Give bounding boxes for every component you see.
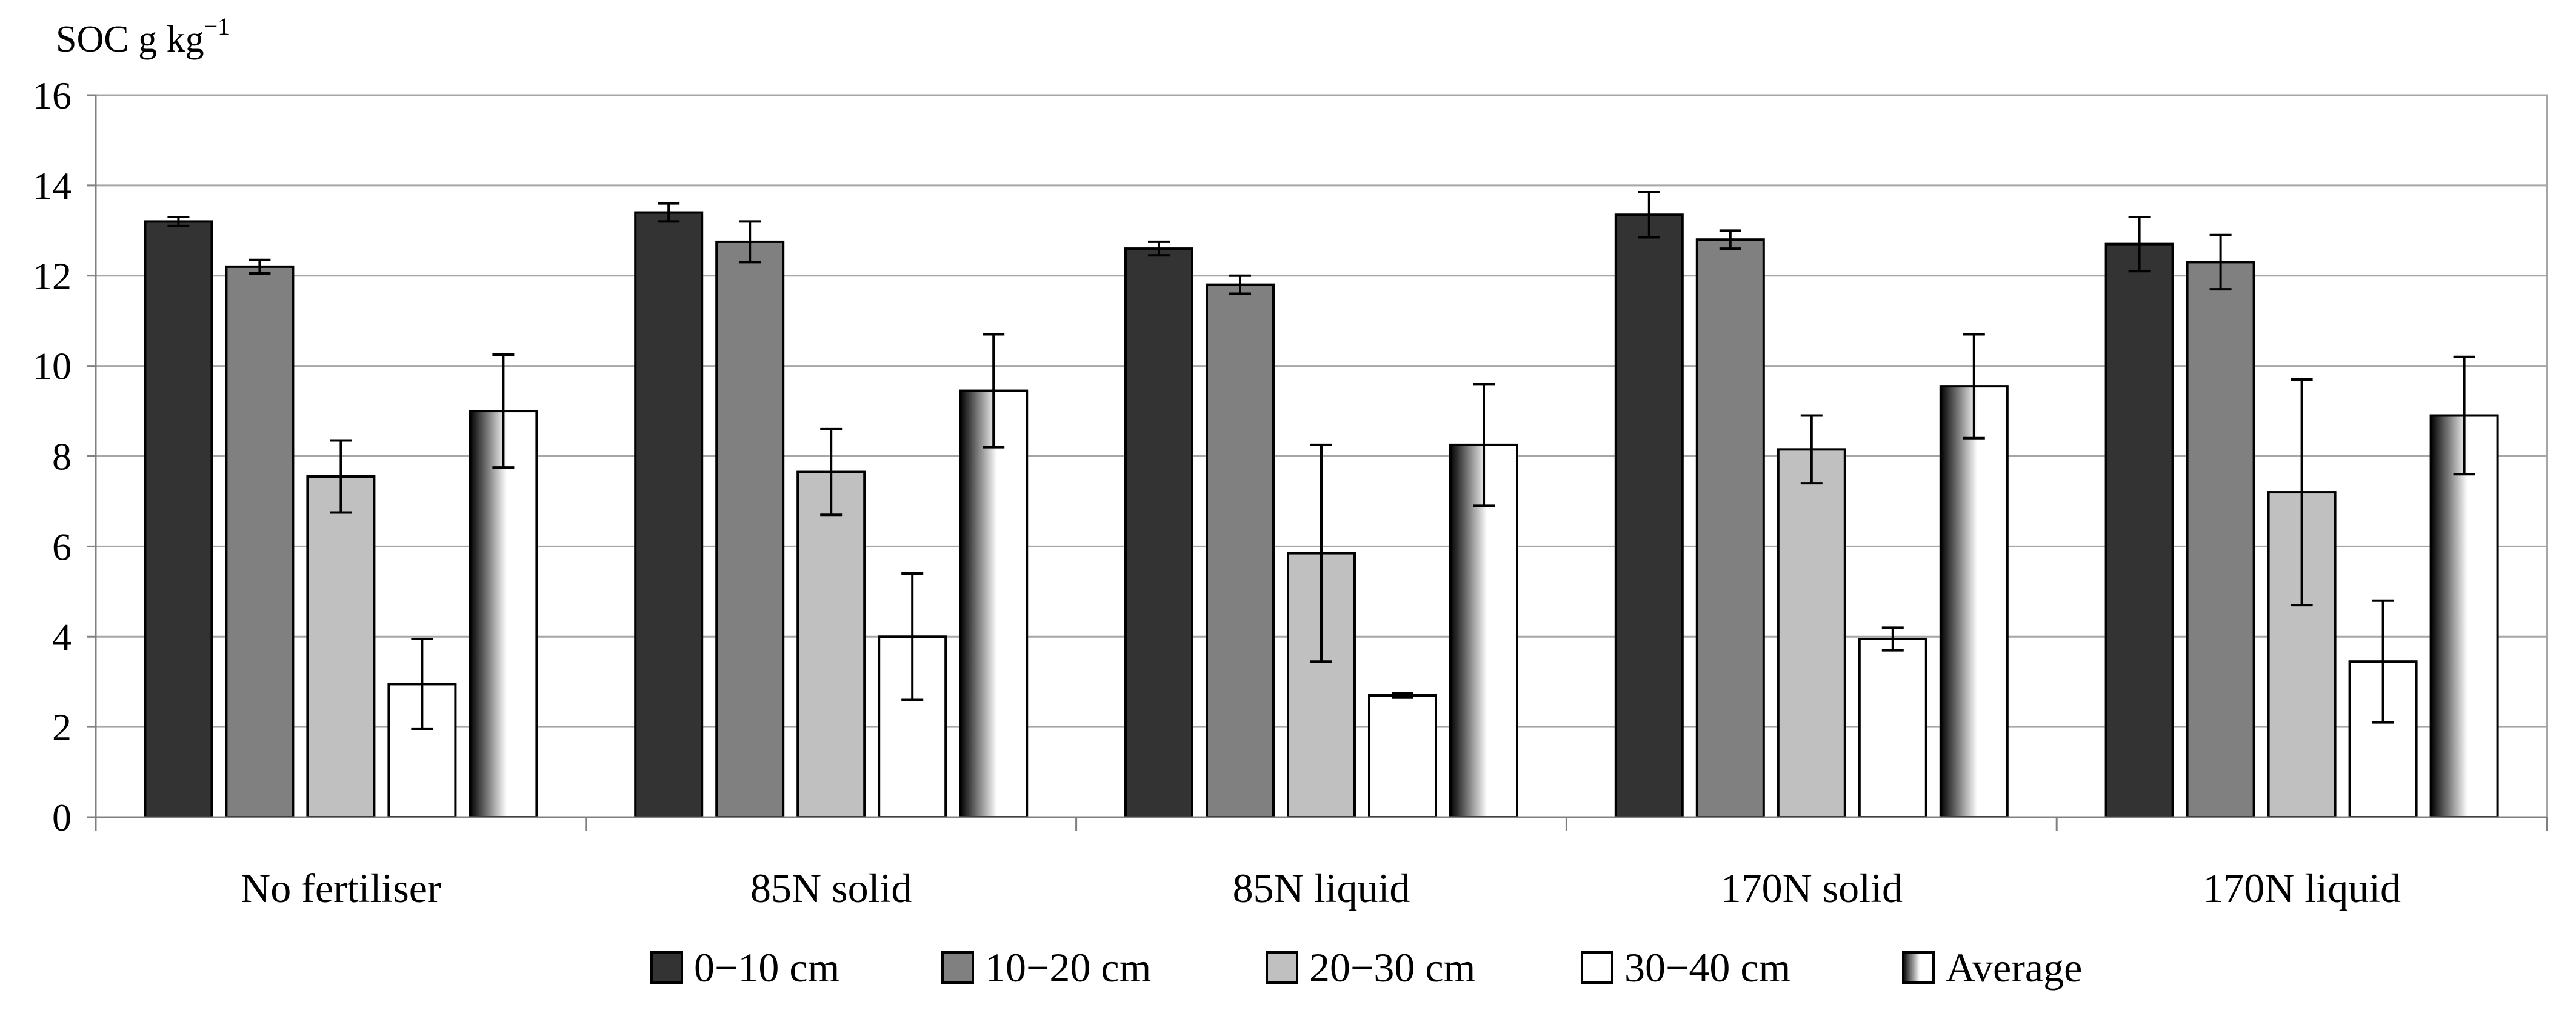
bar-4-category-4 [1858,637,1927,819]
error-bar [1800,414,1823,485]
bar-2-category-5 [2186,261,2255,818]
y-tick-label: 4 [52,615,72,658]
bar-4-category-3 [1368,694,1437,819]
error-bar [1229,274,1251,295]
bar-1-category-2 [634,211,704,819]
error-bar [820,427,843,517]
legend-label: 10−20 cm [985,944,1151,991]
y-tick-labels: 0 2 4 6 8 10 12 14 16 [33,74,72,839]
category-label: 170N solid [1721,865,1903,911]
legend-swatch [1266,951,1298,984]
y-tick-label: 2 [52,706,72,749]
bar-2-category-2 [715,240,785,818]
legend-item: Average [1902,944,2082,991]
error-bar [2128,215,2151,273]
error-bar [1638,191,1660,239]
error-bar [2453,355,2475,476]
legend-swatch [1581,951,1613,984]
bar-3-category-1 [306,475,376,818]
legend-item: 0−10 cm [650,944,839,991]
error-bar [1310,443,1332,663]
error-bar [739,220,761,264]
legend-swatch [1902,951,1935,984]
category-label: 85N liquid [1233,865,1410,911]
error-bar [2372,599,2394,724]
y-axis-label: SOC g kg [56,19,204,60]
category-label: 85N solid [750,865,912,911]
legend-swatch [650,951,683,984]
error-bar [1963,333,1985,440]
bar-5-category-2 [959,389,1029,818]
error-bar [1148,240,1170,257]
error-bar [492,353,515,469]
y-tick-label: 16 [33,74,72,117]
error-bar [330,439,352,514]
error-bar [411,637,433,730]
error-bars [167,191,2475,730]
bar-5-category-1 [469,410,538,818]
y-axis-title: SOC g kg−1 [56,13,230,60]
category-labels: No fertiliser 85N solid 85N liquid 170N sol… [241,865,2401,911]
svg-text:SOC g kg−1: SOC g kg−1 [56,13,230,60]
bar-5-category-5 [2429,414,2499,818]
bar-1-category-3 [1124,247,1193,818]
error-bar [167,215,190,227]
legend-label: Average [1946,944,2082,991]
error-bar [1473,383,1495,507]
error-bar [901,572,924,701]
legend-item: 20−30 cm [1266,944,1475,991]
error-bar [1719,229,1741,250]
bar-3-category-2 [796,470,866,818]
bar-2-category-3 [1206,283,1275,818]
y-tick-label: 6 [52,525,72,568]
y-axis-label-superscript: −1 [204,13,230,40]
legend-label: 30−40 cm [1624,944,1790,991]
error-bar [2291,378,2313,607]
y-tick-label: 8 [52,435,72,478]
bars [144,211,2499,819]
legend-swatch [941,951,974,984]
bar-1-category-4 [1614,213,1684,818]
category-label: 170N liquid [2203,865,2401,911]
legend: 0−10 cm 10−20 cm 20−30 cm 30−40 cm Average [650,944,2082,991]
error-bar [983,333,1005,449]
bar-1-category-1 [144,220,213,818]
y-tick-label: 12 [33,255,72,298]
legend-label: 0−10 cm [694,944,839,991]
error-bar [1881,626,1904,652]
error-bar [249,258,271,275]
bar-5-category-4 [1939,385,2009,818]
category-label: No fertiliser [241,865,441,911]
axes [87,94,2548,831]
error-bar [1392,692,1413,699]
legend-item: 10−20 cm [941,944,1151,991]
bar-1-category-5 [2104,242,2174,818]
y-tick-label: 0 [52,796,72,839]
bar-2-category-4 [1695,238,1765,818]
error-bar [2209,233,2232,291]
legend-label: 20−30 cm [1309,944,1475,991]
error-bar [658,202,680,223]
y-tick-label: 14 [33,164,72,207]
bar-3-category-4 [1777,448,1846,818]
bar-2-category-1 [225,265,295,818]
legend-item: 30−40 cm [1581,944,1790,991]
y-tick-label: 10 [33,345,72,388]
